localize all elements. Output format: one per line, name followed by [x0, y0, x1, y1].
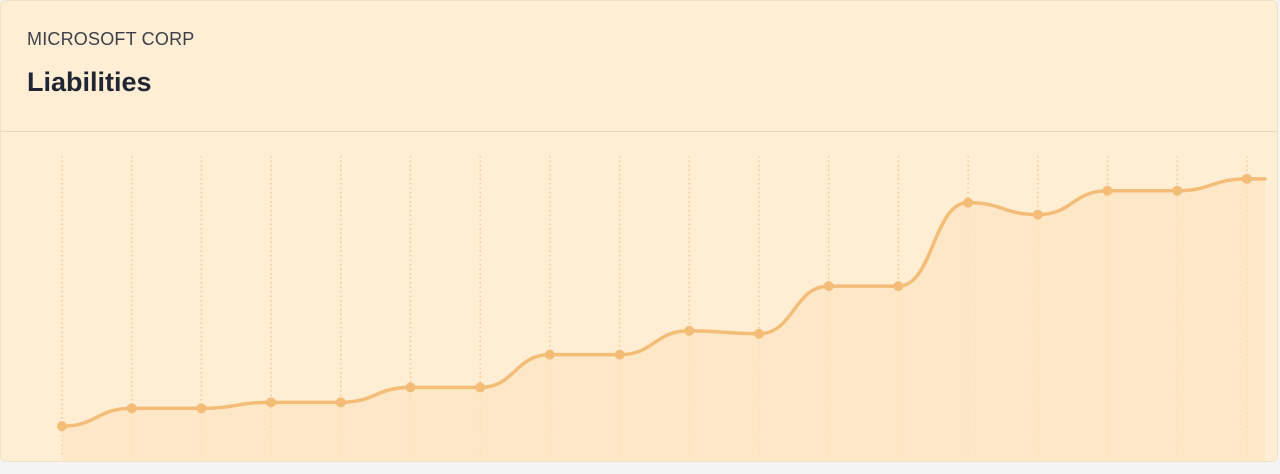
data-point [614, 349, 625, 360]
data-point [893, 281, 904, 292]
data-point [544, 349, 555, 360]
card-header: MICROSOFT CORP Liabilities [1, 1, 1277, 132]
data-point [126, 403, 137, 414]
chart-title: Liabilities [27, 67, 152, 97]
data-point [475, 382, 486, 393]
data-point [1172, 185, 1183, 196]
data-point [1102, 185, 1113, 196]
series-area [62, 178, 1265, 461]
data-point [405, 382, 416, 393]
data-point [754, 328, 764, 339]
data-point [1032, 209, 1043, 220]
data-point [963, 197, 974, 208]
data-point [684, 325, 695, 336]
data-point [823, 281, 834, 292]
data-point [266, 397, 277, 408]
liabilities-area-chart [57, 156, 1267, 461]
data-point [335, 397, 346, 408]
liabilities-card: MICROSOFT CORP Liabilities [0, 0, 1278, 462]
data-point [196, 403, 207, 414]
data-point [57, 421, 67, 432]
company-name: MICROSOFT CORP [27, 29, 195, 49]
data-point [1241, 173, 1252, 184]
